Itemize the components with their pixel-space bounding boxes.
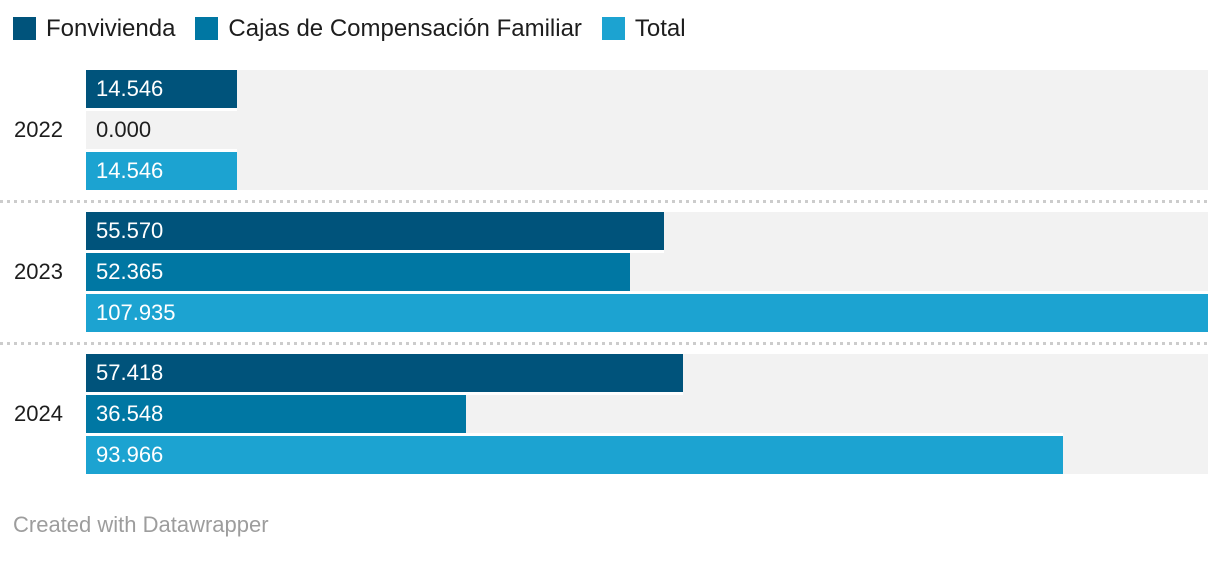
legend-item-cajas-de-compensacion-familiar: Cajas de Compensación Familiar	[195, 15, 582, 42]
bar-value-label: 55.570	[96, 218, 164, 243]
bar-row: 36.548	[86, 395, 1208, 433]
category-group-2024: 2024 57.418 36.548 93.966	[0, 354, 1208, 474]
category-label: 2023	[14, 259, 63, 284]
bar-row: 55.570	[86, 212, 1208, 250]
category-group-2023: 2023 55.570 52.365 107.935	[0, 212, 1208, 332]
bar-row: 14.546	[86, 152, 1208, 190]
legend-swatch-fonvivienda	[13, 17, 36, 40]
bar-row: 14.546	[86, 70, 1208, 108]
bar-rows: 14.546 0.000 14.546	[86, 70, 1208, 190]
bar-cajas-de-compensacion-familiar	[86, 253, 631, 291]
legend-swatch-cajas-de-compensacion-familiar	[195, 17, 219, 40]
category-label: 2022	[14, 117, 63, 142]
bar-fonvivienda	[86, 212, 664, 250]
bar-rows: 55.570 52.365 107.935	[86, 212, 1208, 332]
legend-item-total: Total	[601, 15, 686, 42]
bar-row: 52.365	[86, 253, 1208, 291]
datawrapper-attribution-link[interactable]: Created with Datawrapper	[13, 512, 269, 537]
bar-value-label: 14.546	[96, 76, 164, 101]
bar-groups: 2022 14.546 0.000 14.546 2023 55.570 52.365 107…	[0, 70, 1208, 474]
bar-value-label: 14.546	[96, 158, 164, 183]
bar-rows: 57.418 36.548 93.966	[86, 354, 1208, 474]
legend: Fonvivienda Cajas de Compensación Familia…	[13, 15, 1220, 42]
legend-label-cajas-de-compensacion-familiar: Cajas de Compensación Familiar	[228, 15, 582, 42]
bar-row: 0.000	[86, 111, 1208, 149]
bar-value-label: 52.365	[96, 259, 164, 284]
bar-total	[86, 152, 238, 190]
bar-row: 57.418	[86, 354, 1208, 392]
category-group-2022: 2022 14.546 0.000 14.546	[0, 70, 1208, 190]
legend-label-total: Total	[634, 15, 686, 42]
bar-value-label: 57.418	[96, 360, 164, 385]
bar-total	[86, 436, 1063, 474]
legend-item-fonvivienda: Fonvivienda	[13, 15, 175, 42]
category-label: 2024	[14, 401, 63, 426]
bar-fonvivienda	[86, 354, 683, 392]
bar-cajas-de-compensacion-familiar	[86, 395, 466, 433]
bar-value-label: 0.000	[96, 117, 152, 142]
bar-row: 93.966	[86, 436, 1208, 474]
bar-value-label: 36.548	[96, 401, 164, 426]
legend-label-fonvivienda: Fonvivienda	[46, 15, 176, 42]
chart-container: Fonvivienda Cajas de Compensación Familia…	[0, 15, 1220, 538]
group-separator	[0, 200, 1208, 203]
group-separator	[0, 342, 1208, 345]
footer: Created with Datawrapper	[13, 512, 1220, 538]
bar-value-label: 107.935	[96, 300, 176, 325]
bar-value-label: 93.966	[96, 442, 164, 467]
bar-total	[86, 294, 1208, 332]
legend-swatch-total	[601, 17, 625, 40]
bar-fonvivienda	[86, 70, 238, 108]
bar-row: 107.935	[86, 294, 1208, 332]
